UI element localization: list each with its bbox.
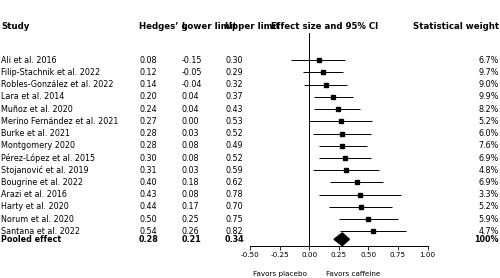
Polygon shape <box>334 233 349 246</box>
Text: Lara et al. 2014: Lara et al. 2014 <box>1 92 64 101</box>
Text: Favors placebo: Favors placebo <box>252 271 306 277</box>
Text: 9.9%: 9.9% <box>478 92 499 101</box>
Text: 0.26: 0.26 <box>182 227 199 236</box>
Text: 9.7%: 9.7% <box>478 68 499 77</box>
Text: Arazi et al. 2016: Arazi et al. 2016 <box>1 190 67 199</box>
Text: 5.2%: 5.2% <box>478 117 499 126</box>
Text: 0.40: 0.40 <box>139 178 156 187</box>
Text: 100%: 100% <box>474 235 499 244</box>
Text: Montgomery 2020: Montgomery 2020 <box>1 141 75 150</box>
Text: -0.05: -0.05 <box>182 68 202 77</box>
Text: 6.0%: 6.0% <box>479 129 499 138</box>
Text: 0.04: 0.04 <box>182 105 199 114</box>
Text: 0.78: 0.78 <box>225 190 242 199</box>
Text: 0.53: 0.53 <box>225 117 242 126</box>
Text: 0.08: 0.08 <box>139 56 156 65</box>
Text: 0.04: 0.04 <box>182 92 199 101</box>
Text: 0.21: 0.21 <box>182 235 201 244</box>
Text: 0.43: 0.43 <box>225 105 242 114</box>
Text: Ali et al. 2016: Ali et al. 2016 <box>1 56 56 65</box>
Text: 0.03: 0.03 <box>182 166 199 175</box>
Text: 0.30: 0.30 <box>225 56 242 65</box>
Text: -0.04: -0.04 <box>182 80 202 89</box>
Text: 0.12: 0.12 <box>139 68 156 77</box>
Text: 0.27: 0.27 <box>139 117 157 126</box>
Text: 0.70: 0.70 <box>225 202 242 211</box>
Text: 3.3%: 3.3% <box>479 190 499 199</box>
Text: -0.15: -0.15 <box>182 56 202 65</box>
Text: 0.37: 0.37 <box>225 92 242 101</box>
Text: Effect size and 95% CI: Effect size and 95% CI <box>272 22 378 31</box>
Text: 0.34: 0.34 <box>225 235 244 244</box>
Text: 0.00: 0.00 <box>182 117 199 126</box>
Text: 0.08: 0.08 <box>182 141 199 150</box>
Text: 0.28: 0.28 <box>139 235 159 244</box>
Text: Stojanović et al. 2019: Stojanović et al. 2019 <box>1 165 88 175</box>
Text: 0.08: 0.08 <box>182 190 199 199</box>
Text: 9.0%: 9.0% <box>478 80 499 89</box>
Text: 0.08: 0.08 <box>182 153 199 163</box>
Text: 0.75: 0.75 <box>225 215 243 224</box>
Text: 0.30: 0.30 <box>139 153 156 163</box>
Text: 4.8%: 4.8% <box>479 166 499 175</box>
Text: 0.82: 0.82 <box>225 227 242 236</box>
Text: 0.20: 0.20 <box>139 92 156 101</box>
Text: 5.9%: 5.9% <box>478 215 499 224</box>
Text: 0.17: 0.17 <box>182 202 199 211</box>
Text: Statistical weight: Statistical weight <box>413 22 499 31</box>
Text: Pérez-López et al. 2015: Pérez-López et al. 2015 <box>1 153 95 163</box>
Text: 0.52: 0.52 <box>225 153 243 163</box>
Text: 0.28: 0.28 <box>139 129 156 138</box>
Text: Pooled effect: Pooled effect <box>1 235 61 244</box>
Text: 6.9%: 6.9% <box>478 153 499 163</box>
Text: Favors caffeine: Favors caffeine <box>326 271 380 277</box>
Text: 6.9%: 6.9% <box>478 178 499 187</box>
Text: 0.18: 0.18 <box>182 178 199 187</box>
Text: Burke et al. 2021: Burke et al. 2021 <box>1 129 70 138</box>
Text: 0.03: 0.03 <box>182 129 199 138</box>
Text: Norum et al. 2020: Norum et al. 2020 <box>1 215 74 224</box>
Text: 0.31: 0.31 <box>139 166 156 175</box>
Text: 0.43: 0.43 <box>139 190 156 199</box>
Text: 0.14: 0.14 <box>139 80 156 89</box>
Text: Study: Study <box>1 22 29 31</box>
Text: 0.29: 0.29 <box>225 68 243 77</box>
Text: 7.6%: 7.6% <box>478 141 499 150</box>
Text: Merino Fernández et al. 2021: Merino Fernández et al. 2021 <box>1 117 118 126</box>
Text: 0.52: 0.52 <box>225 129 243 138</box>
Text: Upper limit: Upper limit <box>225 22 280 31</box>
Text: 0.24: 0.24 <box>139 105 156 114</box>
Text: Bougrine et al. 2022: Bougrine et al. 2022 <box>1 178 83 187</box>
Text: 0.32: 0.32 <box>225 80 242 89</box>
Text: 4.7%: 4.7% <box>478 227 499 236</box>
Text: Harty et al. 2020: Harty et al. 2020 <box>1 202 69 211</box>
Text: 5.2%: 5.2% <box>478 202 499 211</box>
Text: Muñoz et al. 2020: Muñoz et al. 2020 <box>1 105 73 114</box>
Text: 0.62: 0.62 <box>225 178 242 187</box>
Text: Santana et al. 2022: Santana et al. 2022 <box>1 227 80 236</box>
Text: Robles-González et al. 2022: Robles-González et al. 2022 <box>1 80 114 89</box>
Text: 6.7%: 6.7% <box>478 56 499 65</box>
Text: 0.50: 0.50 <box>139 215 156 224</box>
Text: 0.49: 0.49 <box>225 141 242 150</box>
Text: 0.25: 0.25 <box>182 215 199 224</box>
Text: 0.54: 0.54 <box>139 227 156 236</box>
Text: Filip-Stachnik et al. 2022: Filip-Stachnik et al. 2022 <box>1 68 100 77</box>
Text: Hedges’ g: Hedges’ g <box>139 22 188 31</box>
Text: Lower limit: Lower limit <box>182 22 236 31</box>
Text: 8.2%: 8.2% <box>478 105 499 114</box>
Text: 0.59: 0.59 <box>225 166 243 175</box>
Text: 0.44: 0.44 <box>139 202 156 211</box>
Text: 0.28: 0.28 <box>139 141 156 150</box>
